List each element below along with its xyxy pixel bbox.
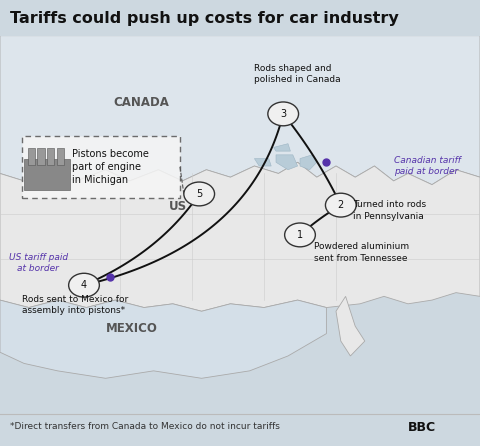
Circle shape — [285, 223, 315, 247]
Text: CANADA: CANADA — [114, 96, 169, 109]
Text: US tariff paid
at border: US tariff paid at border — [9, 252, 68, 273]
Text: Turned into rods
in Pennsylvania: Turned into rods in Pennsylvania — [353, 201, 426, 221]
Text: Rods shaped and
polished in Canada: Rods shaped and polished in Canada — [254, 64, 341, 84]
Polygon shape — [0, 162, 480, 311]
Polygon shape — [0, 300, 326, 378]
Circle shape — [184, 182, 215, 206]
Text: 5: 5 — [196, 189, 203, 199]
Polygon shape — [0, 36, 480, 185]
Text: *Direct transfers from Canada to Mexico do not incur tariffs: *Direct transfers from Canada to Mexico … — [10, 422, 279, 431]
FancyBboxPatch shape — [28, 148, 35, 165]
Text: Powdered aluminium
sent from Tennessee: Powdered aluminium sent from Tennessee — [314, 242, 409, 263]
Polygon shape — [300, 155, 317, 170]
Text: Pistons become
part of engine
in Michigan: Pistons become part of engine in Michiga… — [72, 149, 149, 185]
FancyBboxPatch shape — [22, 136, 180, 198]
FancyBboxPatch shape — [47, 148, 54, 165]
Text: 4: 4 — [81, 280, 87, 290]
Text: 1: 1 — [297, 230, 303, 240]
Polygon shape — [276, 155, 298, 170]
Polygon shape — [254, 159, 271, 166]
Text: Tariffs could push up costs for car industry: Tariffs could push up costs for car indu… — [10, 11, 398, 26]
Text: 3: 3 — [280, 109, 286, 119]
Text: US: US — [168, 201, 187, 214]
FancyBboxPatch shape — [57, 148, 64, 165]
Polygon shape — [274, 144, 290, 151]
FancyBboxPatch shape — [37, 148, 45, 165]
Text: Rods sent to Mexico for
assembly into pistons*: Rods sent to Mexico for assembly into pi… — [22, 294, 128, 315]
Text: BBC: BBC — [408, 421, 436, 434]
Circle shape — [325, 193, 356, 217]
Text: Canadian tariff
paid at border: Canadian tariff paid at border — [394, 156, 460, 176]
Circle shape — [268, 102, 299, 126]
Text: 2: 2 — [337, 200, 344, 210]
Text: MEXICO: MEXICO — [106, 322, 158, 334]
Circle shape — [69, 273, 99, 297]
FancyBboxPatch shape — [24, 159, 70, 190]
Polygon shape — [336, 297, 365, 356]
